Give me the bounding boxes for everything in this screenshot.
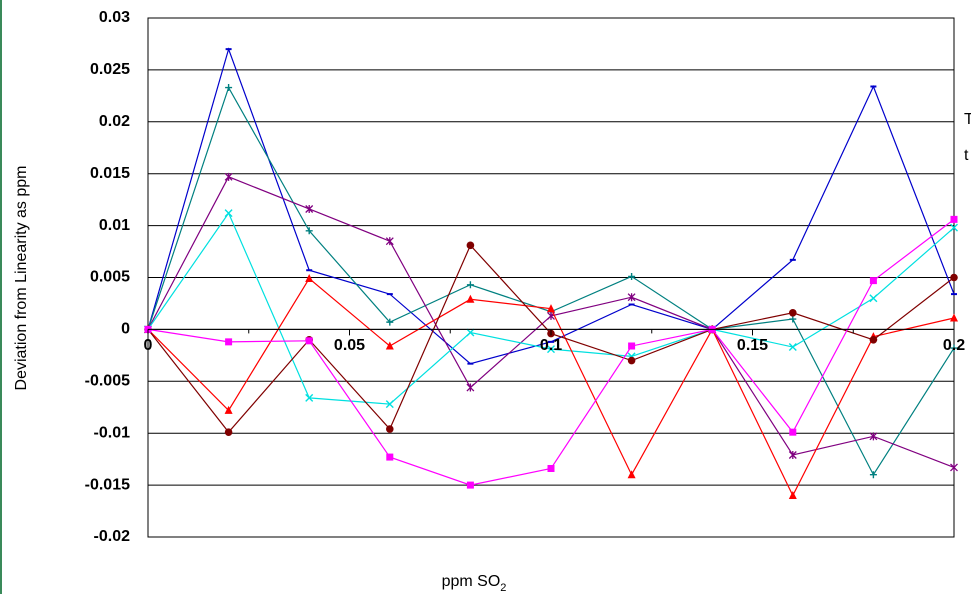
data-point: [305, 393, 314, 402]
x-tick-label: 0.05: [334, 337, 365, 354]
data-point: [466, 481, 474, 489]
data-point: [466, 294, 475, 303]
x-tick-labels: 0 0.05 0.1 0.15 0.2: [144, 337, 966, 354]
data-point: [950, 313, 958, 322]
x-tick-marks: [147, 329, 955, 336]
data-point: [950, 344, 958, 352]
data-point: [466, 383, 475, 392]
data-point: [789, 428, 797, 436]
y-tick-label: 0.015: [90, 165, 130, 182]
data-point: [789, 308, 797, 317]
x-tick-label: 0.2: [943, 337, 965, 354]
data-point: [305, 204, 314, 213]
data-point: [789, 315, 797, 323]
left-border-rule: [0, 0, 2, 594]
x-axis-title-main: ppm SO: [442, 573, 501, 590]
data-point: [305, 227, 313, 235]
data-point: [466, 241, 475, 250]
data-point: [950, 463, 958, 472]
x-tick-label: 0.15: [737, 337, 768, 354]
data-point: [628, 272, 636, 280]
data-point: [869, 432, 878, 441]
data-point: [466, 281, 474, 289]
data-point: [627, 293, 636, 302]
edge-text-1: T: [964, 111, 971, 128]
data-point: [627, 356, 636, 365]
y-tick-label: -0.005: [85, 373, 130, 390]
data-point: [627, 470, 636, 479]
edge-text-2: t: [964, 147, 969, 164]
data-point: [224, 209, 233, 218]
data-point: [950, 223, 958, 232]
data-point: [386, 318, 394, 326]
data-point: [788, 490, 797, 499]
data-point: [950, 273, 958, 282]
data-point: [466, 328, 475, 337]
y-tick-label: 0.005: [90, 269, 130, 286]
x-axis-title-subscript: 2: [500, 582, 506, 594]
y-tick-label: 0.01: [99, 217, 130, 234]
x-tick-label: 0: [144, 337, 153, 354]
data-point: [869, 277, 877, 285]
y-tick-label: 0.02: [99, 113, 130, 130]
data-point: [385, 400, 394, 409]
data-point: [385, 341, 394, 350]
data-point: [305, 337, 313, 345]
y-tick-labels: 0.03 0.025 0.02 0.015 0.01 0.005 0 -0.005 -0.01 -…: [85, 9, 130, 545]
data-point: [547, 464, 555, 472]
data-point: [224, 405, 233, 414]
y-tick-label: -0.015: [85, 476, 130, 493]
data-point: [788, 450, 797, 459]
y-tick-label: -0.01: [94, 424, 131, 441]
data-point: [869, 294, 878, 303]
data-point: [386, 425, 394, 433]
x-tick-label: 0.1: [540, 337, 562, 354]
y-tick-label: -0.02: [94, 528, 131, 545]
x-axis-title: ppm SO2: [442, 573, 507, 594]
data-point: [628, 342, 636, 350]
data-point: [224, 428, 233, 436]
data-point: [385, 237, 394, 246]
data-point: [225, 84, 233, 92]
data-point: [547, 304, 555, 313]
data-point: [224, 172, 233, 181]
data-point: [305, 274, 314, 283]
data-point: [547, 345, 555, 354]
data-point: [869, 335, 878, 344]
data-point: [386, 453, 394, 461]
y-axis-title: Deviation from Linearity as ppm: [13, 166, 30, 391]
y-tick-label: 0.03: [99, 9, 130, 26]
y-tick-label: 0: [121, 321, 130, 338]
data-point: [225, 338, 233, 346]
data-point: [788, 343, 797, 352]
data-point: [950, 215, 958, 223]
series-group: [144, 47, 958, 499]
data-point: [869, 471, 877, 479]
y-tick-label: 0.025: [90, 61, 130, 78]
